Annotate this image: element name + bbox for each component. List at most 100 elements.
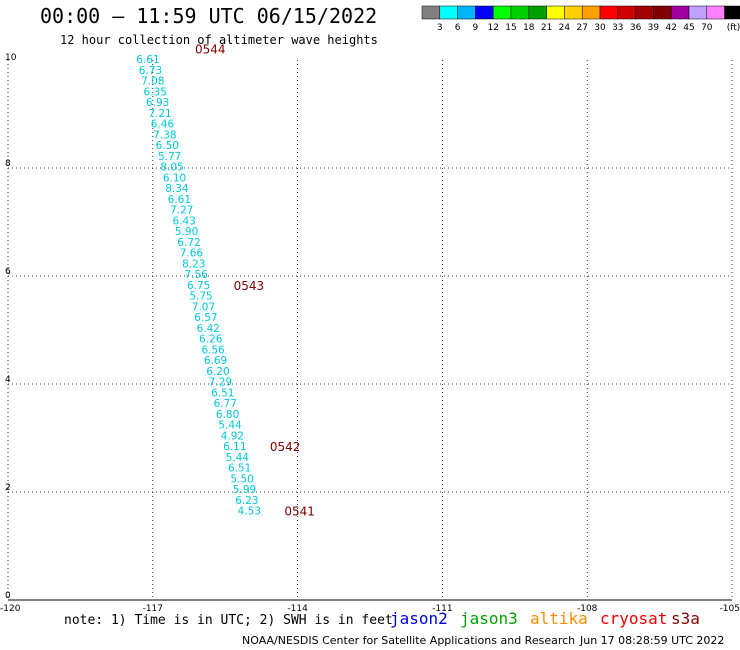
swh-data-label: 6.69	[204, 355, 227, 367]
swh-data-label: 6.43	[172, 215, 195, 227]
y-tick-label: 10	[5, 53, 17, 63]
swh-data-label: 6.57	[194, 312, 217, 324]
swh-data-label: 7.08	[141, 76, 164, 88]
legend-label: 42	[665, 23, 676, 33]
swh-data-label: 7.27	[170, 205, 193, 217]
mission-label-s3a: s3a	[671, 609, 700, 628]
y-tick-label: 0	[5, 591, 11, 601]
legend-swatch	[670, 5, 690, 20]
y-tick-label: 8	[5, 159, 11, 169]
swh-data-label: 4.92	[221, 430, 244, 442]
legend-swatch	[635, 5, 654, 20]
legend-swatch	[475, 5, 494, 20]
swh-data-label: 7.21	[148, 108, 171, 120]
legend-label: 9	[473, 23, 479, 33]
swh-data-label: 5.75	[189, 291, 212, 303]
legend-swatch	[564, 5, 583, 20]
x-tick-label: -120	[0, 604, 21, 614]
legend-label: 39	[648, 23, 660, 33]
swh-data-label: 6.80	[216, 409, 239, 421]
swh-data-label: 6.10	[163, 172, 186, 184]
footer-note: note: 1) Time is in UTC; 2) SWH is in fe…	[64, 613, 393, 628]
swh-data-label: 6.42	[197, 323, 220, 335]
chart-title: 00:00 – 11:59 UTC 06/15/2022	[40, 4, 378, 28]
swh-data-label: 8.05	[160, 162, 183, 174]
swh-data-label: 6.23	[235, 495, 258, 507]
swh-data-label: 8.34	[165, 183, 189, 195]
legend-label: 70	[701, 23, 713, 33]
legend-swatch	[706, 5, 725, 20]
legend-label: 12	[487, 23, 498, 33]
mission-label-altika: altika	[530, 609, 588, 628]
pass-time-label: 0543	[234, 279, 265, 293]
swh-data-label: 5.50	[230, 473, 253, 485]
swh-data-label: 6.77	[214, 398, 237, 410]
footer-credit: NOAA/NESDIS Center for Satellite Applica…	[242, 634, 576, 647]
mission-label-jason2: jason2	[390, 609, 448, 628]
legend-swatch	[457, 5, 476, 20]
swh-data-label: 7.66	[180, 248, 204, 260]
swh-data-label: 6.56	[201, 344, 225, 356]
swh-data-label: 7.07	[192, 301, 215, 313]
swh-data-label: 6.51	[228, 463, 251, 475]
plot-grid	[8, 60, 732, 600]
legend-label: 18	[523, 23, 535, 33]
x-tick-label: -114	[287, 604, 308, 614]
swh-data-label: 7.38	[153, 129, 176, 141]
legend-swatch	[581, 5, 601, 20]
plot-axes: -120 -117 -114 -111 -108 -105 0 2 4 6 8 10	[0, 53, 740, 614]
swh-data-label: 6.51	[211, 387, 234, 399]
legend-label: 45	[683, 23, 694, 33]
legend-label: 27	[576, 23, 587, 33]
legend-label: 15	[505, 23, 516, 33]
legend-swatch	[439, 5, 458, 20]
legend-label: 33	[612, 23, 623, 33]
data-labels: 6.616.737.086.356.937.216.467.386.505.77…	[136, 42, 315, 518]
swh-data-label: 6.46	[151, 119, 175, 131]
legend-label: 3	[437, 23, 443, 33]
swh-data-label: 6.93	[146, 97, 169, 109]
swh-data-label: 8.23	[182, 258, 205, 270]
y-tick-label: 4	[5, 375, 11, 385]
legend-label: (ft)	[727, 23, 740, 33]
swh-data-label: 6.20	[206, 366, 229, 378]
legend-swatch	[688, 5, 708, 20]
swh-data-label: 6.35	[144, 86, 167, 98]
legend-swatch	[528, 5, 547, 20]
chart-subtitle: 12 hour collection of altimeter wave hei…	[60, 33, 378, 47]
swh-data-label: 6.72	[177, 237, 200, 249]
swh-data-label: 7.29	[209, 377, 232, 389]
legend-label: 36	[630, 23, 642, 33]
legend-label: 6	[455, 23, 461, 33]
legend-label: 24	[559, 23, 571, 33]
legend-swatch	[546, 5, 565, 20]
swh-data-label: 5.44	[226, 452, 250, 464]
y-tick-label: 2	[5, 483, 11, 493]
swh-data-label: 4.53	[238, 506, 261, 518]
swh-data-label: 6.75	[187, 280, 210, 292]
mission-label-jason3: jason3	[460, 609, 518, 628]
legend-swatch	[421, 5, 441, 20]
pass-time-label: 0544	[195, 42, 226, 56]
legend-swatch	[492, 5, 512, 20]
legend-swatch	[617, 5, 636, 20]
legend-label: 30	[594, 23, 606, 33]
swh-data-label: 6.61	[168, 194, 191, 206]
swh-data-label: 6.26	[199, 334, 223, 346]
footer-timestamp: Jun 17 08:28:59 UTC 2022	[580, 634, 725, 647]
legend-swatch	[653, 5, 672, 20]
swh-data-label: 5.90	[175, 226, 198, 238]
legend-swatch	[599, 5, 619, 20]
pass-time-label: 0541	[284, 505, 315, 519]
y-tick-label: 6	[5, 267, 11, 277]
swh-data-label: 6.11	[223, 441, 246, 453]
pass-time-label: 0542	[270, 440, 301, 454]
legend-swatch	[510, 5, 530, 20]
swh-data-label: 5.99	[233, 484, 256, 496]
swh-data-label: 6.50	[156, 140, 179, 152]
x-tick-label: -117	[143, 604, 163, 614]
x-tick-label: -105	[720, 604, 740, 614]
x-tick-label: -108	[577, 604, 598, 614]
legend-label: 21	[541, 23, 552, 33]
